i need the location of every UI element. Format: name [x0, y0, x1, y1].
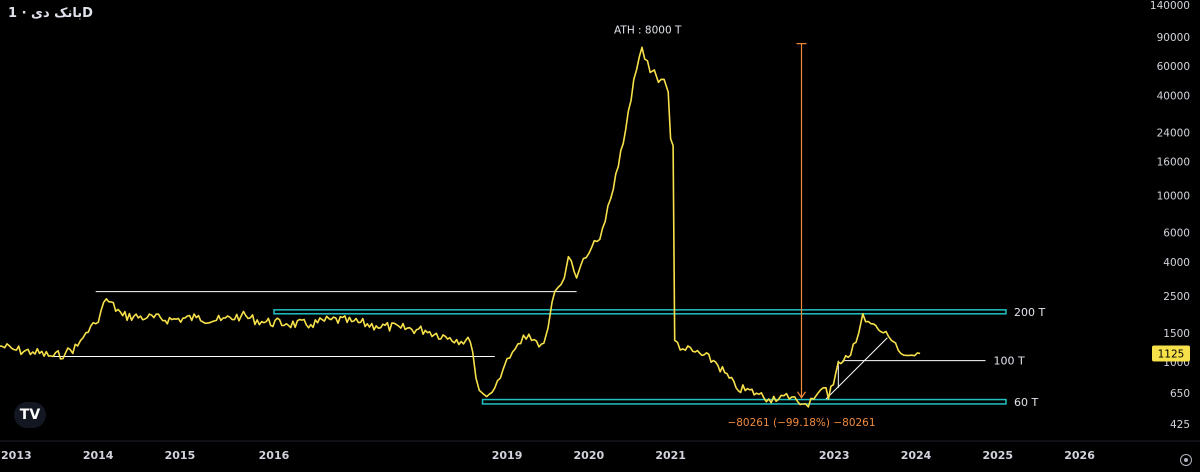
y-axis: 4256501000150025004000600010000160002400…: [1150, 0, 1190, 431]
y-tick-label: 6000: [1163, 228, 1190, 240]
x-tick-label: 2026: [1064, 449, 1095, 462]
x-tick-label: 2014: [83, 449, 114, 462]
x-tick-label: 2015: [165, 449, 196, 462]
last-price-badge: [1152, 345, 1190, 362]
support-band-0: [273, 309, 1007, 315]
y-tick-label: 40000: [1157, 91, 1190, 103]
x-tick-label: 2019: [492, 449, 523, 462]
y-tick-label: 10000: [1157, 191, 1190, 203]
price-series-layer: [0, 46, 921, 408]
x-tick-label: 2020: [574, 449, 605, 462]
level-label-0: 200 T: [1014, 306, 1045, 319]
x-tick-label: 2021: [655, 449, 686, 462]
levels-layer: [53, 43, 1007, 405]
measure-label: −80261 (−99.18%) −80261: [727, 417, 875, 429]
trend-line-5: [825, 337, 888, 400]
x-axis: 2013 2014 2015 2016 2019 2020 2021 2023 2024 2025…: [0, 440, 1200, 462]
x-tick-label: 2023: [819, 449, 850, 462]
y-tick-label: 24000: [1157, 127, 1190, 139]
symbol-title[interactable]: بانک دی · 1D: [8, 6, 93, 21]
y-tick-label: 140000: [1150, 0, 1190, 12]
x-tick-label: 2016: [259, 449, 290, 462]
level-label-4: 100 T: [994, 355, 1025, 368]
last-price-label: 1125: [1158, 349, 1185, 361]
y-tick-label: 2500: [1163, 291, 1190, 303]
x-tick-label: 2024: [901, 449, 932, 462]
ath-label: ATH : 8000 T: [614, 24, 682, 36]
measure-arrow-icon: [797, 391, 806, 399]
settings-icon[interactable]: [1180, 454, 1192, 466]
level-label-1: 60 T: [1014, 396, 1038, 409]
y-tick-label: 425: [1170, 419, 1190, 431]
annotations-layer: 200 T 60 T 100 T −80261 (−99.18%) −80261 ATH…: [614, 24, 1045, 429]
tradingview-logo: TV: [14, 402, 46, 428]
y-tick-label: 16000: [1157, 157, 1190, 169]
y-tick-label: 1500: [1163, 328, 1190, 340]
support-band-1: [481, 398, 1007, 405]
y-tick-label: 60000: [1157, 61, 1190, 73]
x-tick-label: 2025: [982, 449, 1013, 462]
y-tick-label: 90000: [1157, 32, 1190, 44]
y-tick-label: 650: [1170, 388, 1190, 400]
y-tick-label: 4000: [1163, 257, 1190, 269]
price-line: [0, 46, 921, 408]
x-tick-label: 2013: [1, 449, 32, 462]
